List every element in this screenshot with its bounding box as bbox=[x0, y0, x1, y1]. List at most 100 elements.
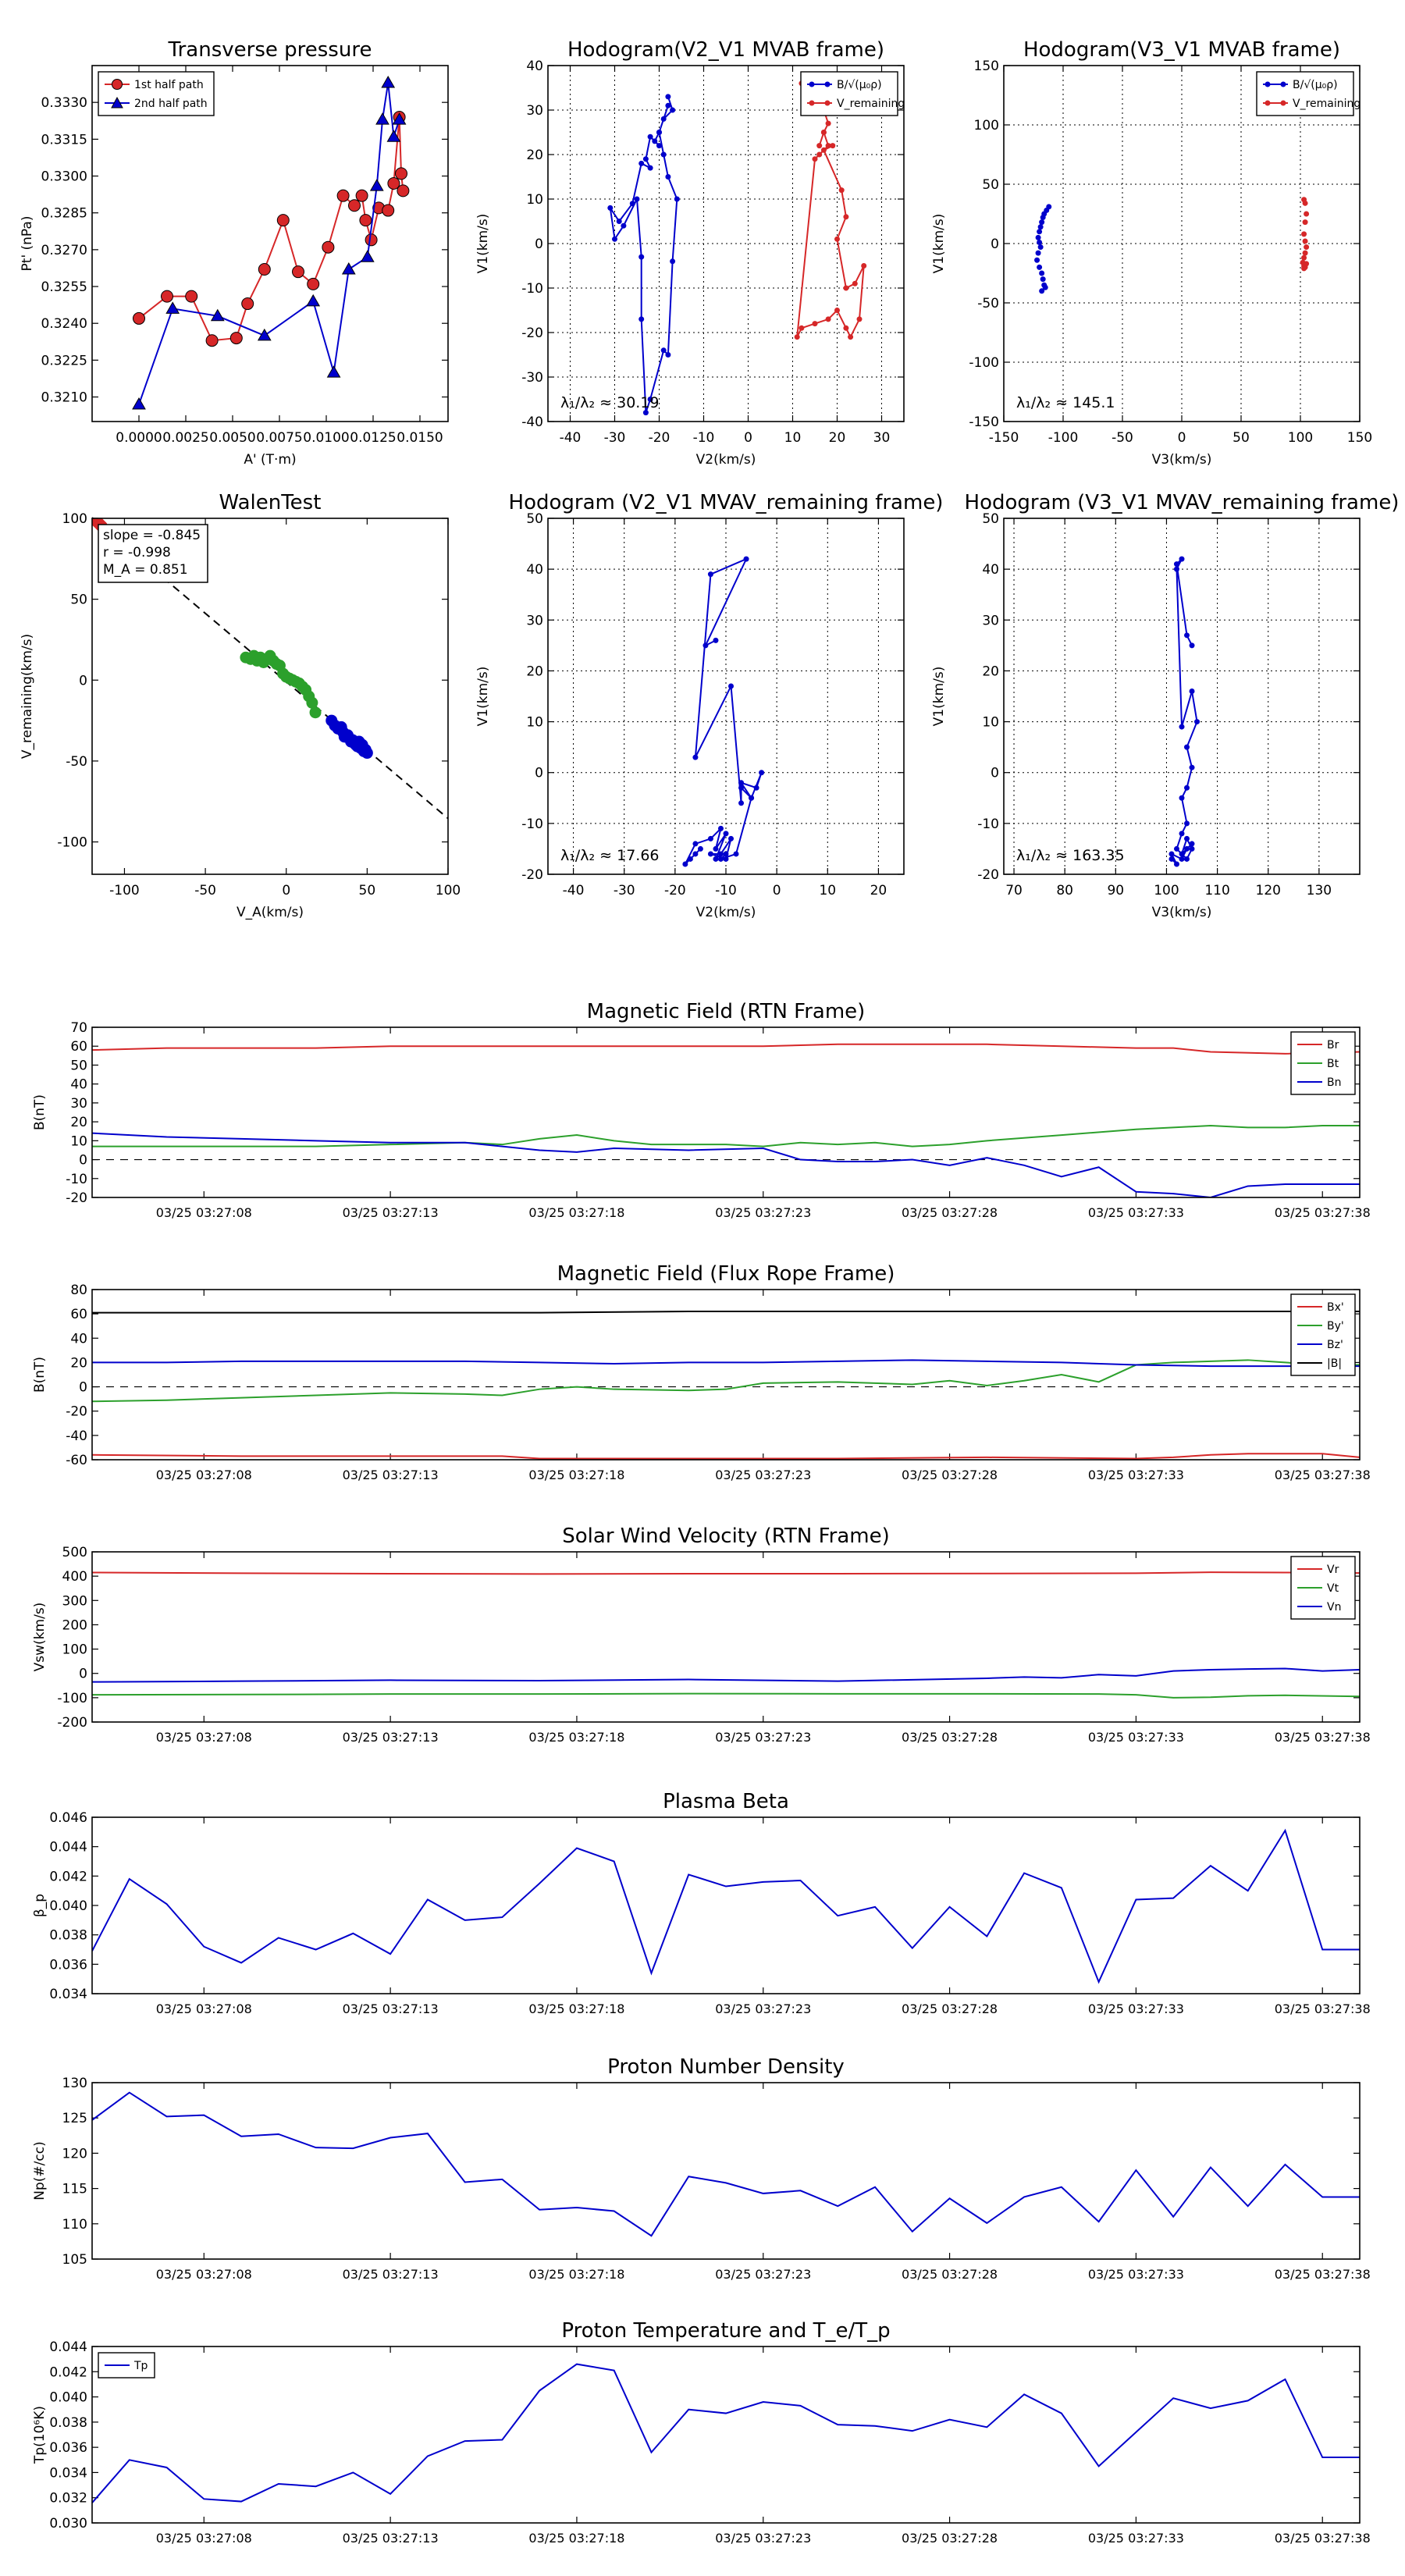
data-point bbox=[642, 156, 649, 162]
chart-walen: WalenTest -100 -50 0 50 100 -100 -50 0 50 100 V_A(k… bbox=[20, 491, 461, 920]
x-tick-label: -100 bbox=[109, 883, 140, 898]
chart-hodo-v3-mvab: Hodogram(V3_V1 MVAB frame) -150 -100 -50 0 50… bbox=[931, 38, 1372, 468]
chart-title: Hodogram (V2_V1 MVAV_remaining frame) bbox=[509, 491, 944, 514]
legend: Vr Vt Vn bbox=[1290, 1556, 1356, 1620]
legend-marker bbox=[111, 96, 123, 109]
legend-label: Vn bbox=[1327, 1601, 1341, 1614]
y-tick-label: 125 bbox=[62, 2111, 87, 2126]
x-tick-label: 03/25 03:27:18 bbox=[528, 2531, 624, 2546]
y-tick-label: 300 bbox=[62, 1593, 87, 1609]
data-point bbox=[133, 311, 145, 325]
x-tick-label: 20 bbox=[870, 883, 887, 898]
legend-marker bbox=[1280, 100, 1286, 106]
data-point bbox=[759, 770, 765, 776]
data-point bbox=[717, 856, 724, 862]
legend-label: 2nd half path bbox=[134, 98, 208, 110]
y-tick-label: 40 bbox=[526, 59, 543, 74]
legend-label: Bt bbox=[1327, 1058, 1339, 1070]
data-point bbox=[306, 294, 321, 307]
series-group bbox=[1168, 556, 1200, 867]
data-point bbox=[1168, 851, 1175, 857]
y-tick-label: 30 bbox=[982, 613, 999, 628]
x-tick-label: 03/25 03:27:13 bbox=[343, 1730, 439, 1745]
data-point bbox=[1040, 215, 1046, 221]
data-point bbox=[1179, 795, 1185, 801]
y-tick-label: -20 bbox=[66, 1404, 87, 1420]
series-line-2 bbox=[92, 1667, 1360, 1683]
data-point bbox=[241, 297, 254, 311]
data-point bbox=[665, 352, 671, 358]
y-tick-label: 20 bbox=[526, 148, 543, 163]
x-tick-label: -10 bbox=[693, 430, 715, 446]
y-tick-label: 200 bbox=[62, 1617, 87, 1633]
y-tick-label: 0 bbox=[79, 1380, 87, 1396]
y-tick-label: 0.3285 bbox=[41, 206, 87, 222]
series-line-1 bbox=[92, 1359, 1360, 1403]
data-point bbox=[229, 332, 243, 345]
y-tick-label: 20 bbox=[526, 664, 543, 679]
data-point bbox=[834, 308, 840, 313]
data-point bbox=[1035, 234, 1041, 240]
y-tick-label: 50 bbox=[70, 1058, 87, 1073]
x-tick-label: 03/25 03:27:33 bbox=[1088, 1730, 1184, 1745]
data-point bbox=[336, 189, 350, 202]
y-axis-label: B(nT) bbox=[32, 1357, 48, 1393]
data-point bbox=[1184, 785, 1190, 791]
data-point bbox=[1039, 270, 1045, 276]
x-tick-label: 03/25 03:27:18 bbox=[528, 1205, 624, 1220]
y-tick-label: 50 bbox=[982, 177, 999, 193]
y-tick-label: 0.3210 bbox=[41, 390, 87, 406]
y-tick-label: 30 bbox=[70, 1096, 87, 1112]
data-point bbox=[392, 112, 407, 125]
y-tick-label: 70 bbox=[70, 1020, 87, 1036]
data-point bbox=[713, 856, 719, 862]
legend-label: Vt bbox=[1327, 1582, 1339, 1595]
data-point bbox=[1189, 845, 1195, 852]
x-tick-label: 50 bbox=[1232, 430, 1250, 446]
data-point bbox=[843, 285, 849, 291]
data-point bbox=[812, 156, 818, 162]
x-tick-label: 03/25 03:27:38 bbox=[1275, 2001, 1371, 2016]
legend-label: Bz' bbox=[1327, 1339, 1343, 1351]
series-group bbox=[132, 76, 410, 410]
data-point bbox=[728, 835, 735, 841]
data-point bbox=[1194, 719, 1200, 725]
axes-frame bbox=[91, 1551, 1361, 1723]
data-point bbox=[738, 780, 745, 786]
x-tick-label: 03/25 03:27:23 bbox=[715, 2267, 811, 2282]
legend-label: B/√(μ₀ρ) bbox=[837, 79, 882, 91]
x-tick-label: 03/25 03:27:08 bbox=[156, 2267, 252, 2282]
data-point bbox=[1037, 239, 1043, 245]
legend: B/√(μ₀ρ) V_remaining bbox=[800, 71, 905, 116]
data-point bbox=[387, 176, 400, 190]
y-tick-label: 110 bbox=[62, 2217, 87, 2233]
x-axis-label: V_A(km/s) bbox=[237, 905, 304, 920]
data-point bbox=[359, 214, 372, 227]
data-point bbox=[165, 301, 180, 314]
y-axis-label: β_p bbox=[32, 1894, 48, 1917]
data-point bbox=[674, 196, 680, 202]
y-tick-label: 0.036 bbox=[49, 1957, 87, 1973]
series-group bbox=[1034, 197, 1310, 294]
data-point bbox=[665, 102, 671, 109]
legend-label: 1st half path bbox=[134, 79, 204, 91]
x-tick-label: 03/25 03:27:28 bbox=[902, 1730, 998, 1745]
x-axis-label: A' (T·m) bbox=[244, 452, 296, 468]
x-tick-label: 90 bbox=[1107, 883, 1124, 898]
legend-label: B/√(μ₀ρ) bbox=[1293, 79, 1338, 91]
data-point bbox=[638, 160, 645, 166]
data-point bbox=[1302, 238, 1308, 244]
ratio-annotation: λ₁/λ₂ ≈ 17.66 bbox=[560, 847, 660, 864]
axes-frame bbox=[91, 2082, 1361, 2260]
data-point bbox=[852, 280, 858, 286]
y-tick-label: 0.040 bbox=[49, 2390, 87, 2406]
y-tick-label: -10 bbox=[66, 1172, 87, 1187]
data-point bbox=[665, 94, 671, 100]
series-line-2 bbox=[92, 1359, 1360, 1368]
data-point bbox=[1189, 764, 1195, 770]
series-group bbox=[92, 1571, 1360, 1699]
x-axis-label: V2(km/s) bbox=[696, 452, 756, 468]
data-point bbox=[738, 800, 745, 806]
x-tick-label: 0.0000 bbox=[116, 430, 162, 446]
series-line-1 bbox=[92, 1124, 1360, 1147]
